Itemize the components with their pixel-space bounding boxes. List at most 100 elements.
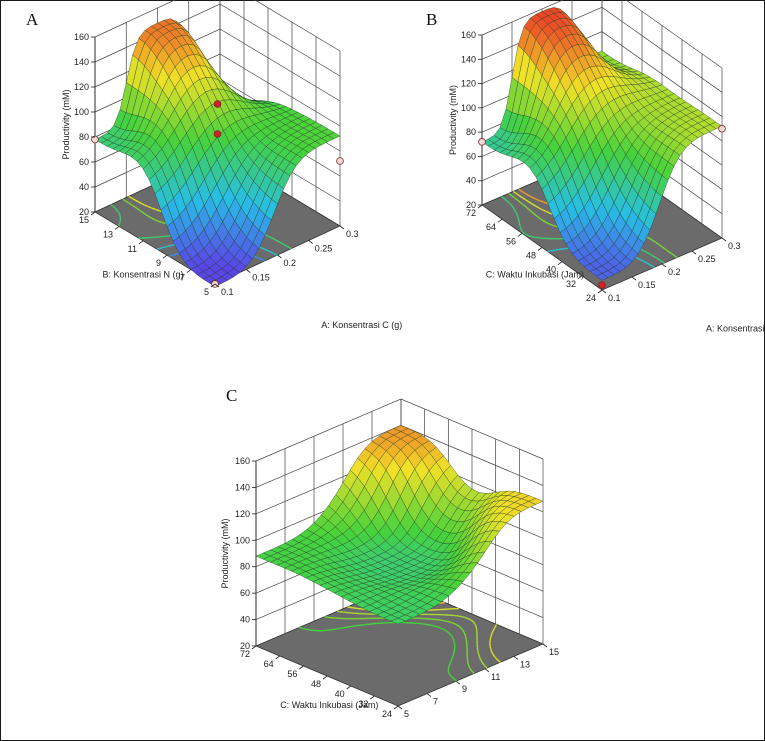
contour-line (168, 244, 173, 247)
z-axis-label: Productivity (mM) (220, 518, 230, 588)
contour-line (501, 195, 505, 200)
contour-line (520, 228, 524, 233)
contour-line (654, 241, 657, 244)
z-tick-label: 60 (79, 157, 89, 167)
contour-line (140, 202, 144, 205)
surface-mesh-b (481, 7, 723, 281)
surface-chart-c: 20 40 60 80 100 120 140 160 Productivity (mM) 5 7 9… (220, 398, 614, 741)
contour-line (275, 239, 280, 243)
contour-line (545, 221, 550, 225)
x-tick-mark (397, 705, 403, 710)
contour-line (540, 208, 543, 211)
y-tick-label: 13 (103, 229, 113, 239)
contour-line (134, 199, 139, 203)
contour-line (517, 216, 520, 221)
contour-line (519, 201, 524, 205)
contour-line (497, 659, 501, 663)
contour-line (269, 236, 273, 239)
x-tick-label: 0.25 (315, 244, 333, 254)
y-tick-mark (346, 685, 351, 690)
surface-chart-a: 20 40 60 80 100 120 140 160 Productivity (mM) 0.1… (61, 0, 402, 330)
x-tick-label: 0.15 (638, 280, 656, 290)
y-tick-mark (186, 269, 192, 273)
contour-line (654, 256, 659, 260)
y-tick-label: 5 (204, 287, 209, 297)
x-tick-mark (691, 250, 697, 255)
x-axis-label: A: Konsentrasi C (g) (321, 320, 402, 330)
x-tick-mark (308, 240, 313, 244)
z-tick-label: 20 (79, 207, 89, 217)
design-point (91, 135, 99, 144)
contour-line (464, 616, 469, 620)
contour-line (271, 237, 276, 241)
contour-line (493, 626, 496, 629)
contour-line (531, 235, 535, 238)
contour-line (155, 208, 160, 212)
y-tick-mark (90, 211, 96, 216)
contour-line (354, 624, 361, 627)
contour-line (273, 252, 278, 256)
x-tick-mark (661, 263, 667, 268)
contour-line (125, 200, 129, 204)
contour-line (640, 259, 644, 262)
z-tick-label: 160 (235, 456, 250, 466)
contour-line (151, 207, 156, 211)
y-axis-label: C: Waktu Inkubasi (Jam) (486, 269, 584, 279)
contour-line (537, 199, 540, 202)
contour-line (515, 192, 520, 197)
contour-line (451, 621, 456, 625)
contour-line (156, 247, 161, 250)
contour-line (144, 213, 149, 217)
contour-line (263, 248, 268, 251)
contour-line (511, 195, 515, 199)
surface-plot-b: 20 40 60 80 100 120 140 160 Productivity (mM) 0.1… (420, 0, 765, 350)
contour-line (147, 215, 152, 219)
contour-line (528, 201, 533, 205)
contour-line (449, 660, 452, 663)
contour-line (650, 264, 655, 268)
x-axis-ticks-a: 0.1 0.15 0.2 0.25 0.3 (214, 225, 359, 297)
contour-line (463, 632, 466, 636)
contour-line (415, 622, 422, 625)
y-tick-label: 48 (526, 251, 536, 261)
x-tick-label: 0.3 (728, 241, 741, 251)
contour-line (128, 202, 132, 206)
contour-line (422, 623, 427, 626)
y-tick-mark (370, 695, 375, 700)
contour-line (539, 199, 545, 203)
contour-line (162, 246, 165, 249)
contour-line (551, 249, 556, 252)
design-point (213, 100, 222, 108)
contour-line (144, 204, 149, 208)
contour-line (451, 635, 454, 638)
contour-line (150, 217, 155, 221)
contour-line (110, 204, 113, 207)
contour-line (647, 252, 652, 256)
contour-line (518, 188, 523, 192)
contour-line (515, 211, 518, 215)
contour-line (112, 205, 114, 208)
y-tick-label: 40 (335, 689, 345, 699)
z-tick-label: 100 (461, 103, 476, 113)
contour-line (259, 246, 264, 250)
contour-line (136, 207, 141, 211)
contour-line (671, 252, 675, 256)
x-tick-mark (484, 668, 490, 673)
x-tick-mark (721, 237, 727, 242)
z-tick-label: 100 (235, 535, 250, 545)
contour-line (164, 245, 169, 248)
z-tick-label: 120 (235, 509, 250, 519)
contour-line (644, 250, 649, 254)
y-tick-label: 9 (156, 258, 161, 268)
contour-line (527, 208, 532, 212)
contour-line (137, 201, 142, 204)
contour-line (435, 625, 441, 629)
x-tick-label: 0.3 (346, 229, 359, 239)
contour-line (555, 248, 560, 251)
contour-line (365, 623, 372, 626)
y-tick-mark (577, 275, 583, 280)
contour-line (451, 655, 454, 659)
contour-line (117, 223, 121, 227)
contour-line (308, 628, 314, 632)
z-tick-label: 160 (461, 30, 476, 40)
